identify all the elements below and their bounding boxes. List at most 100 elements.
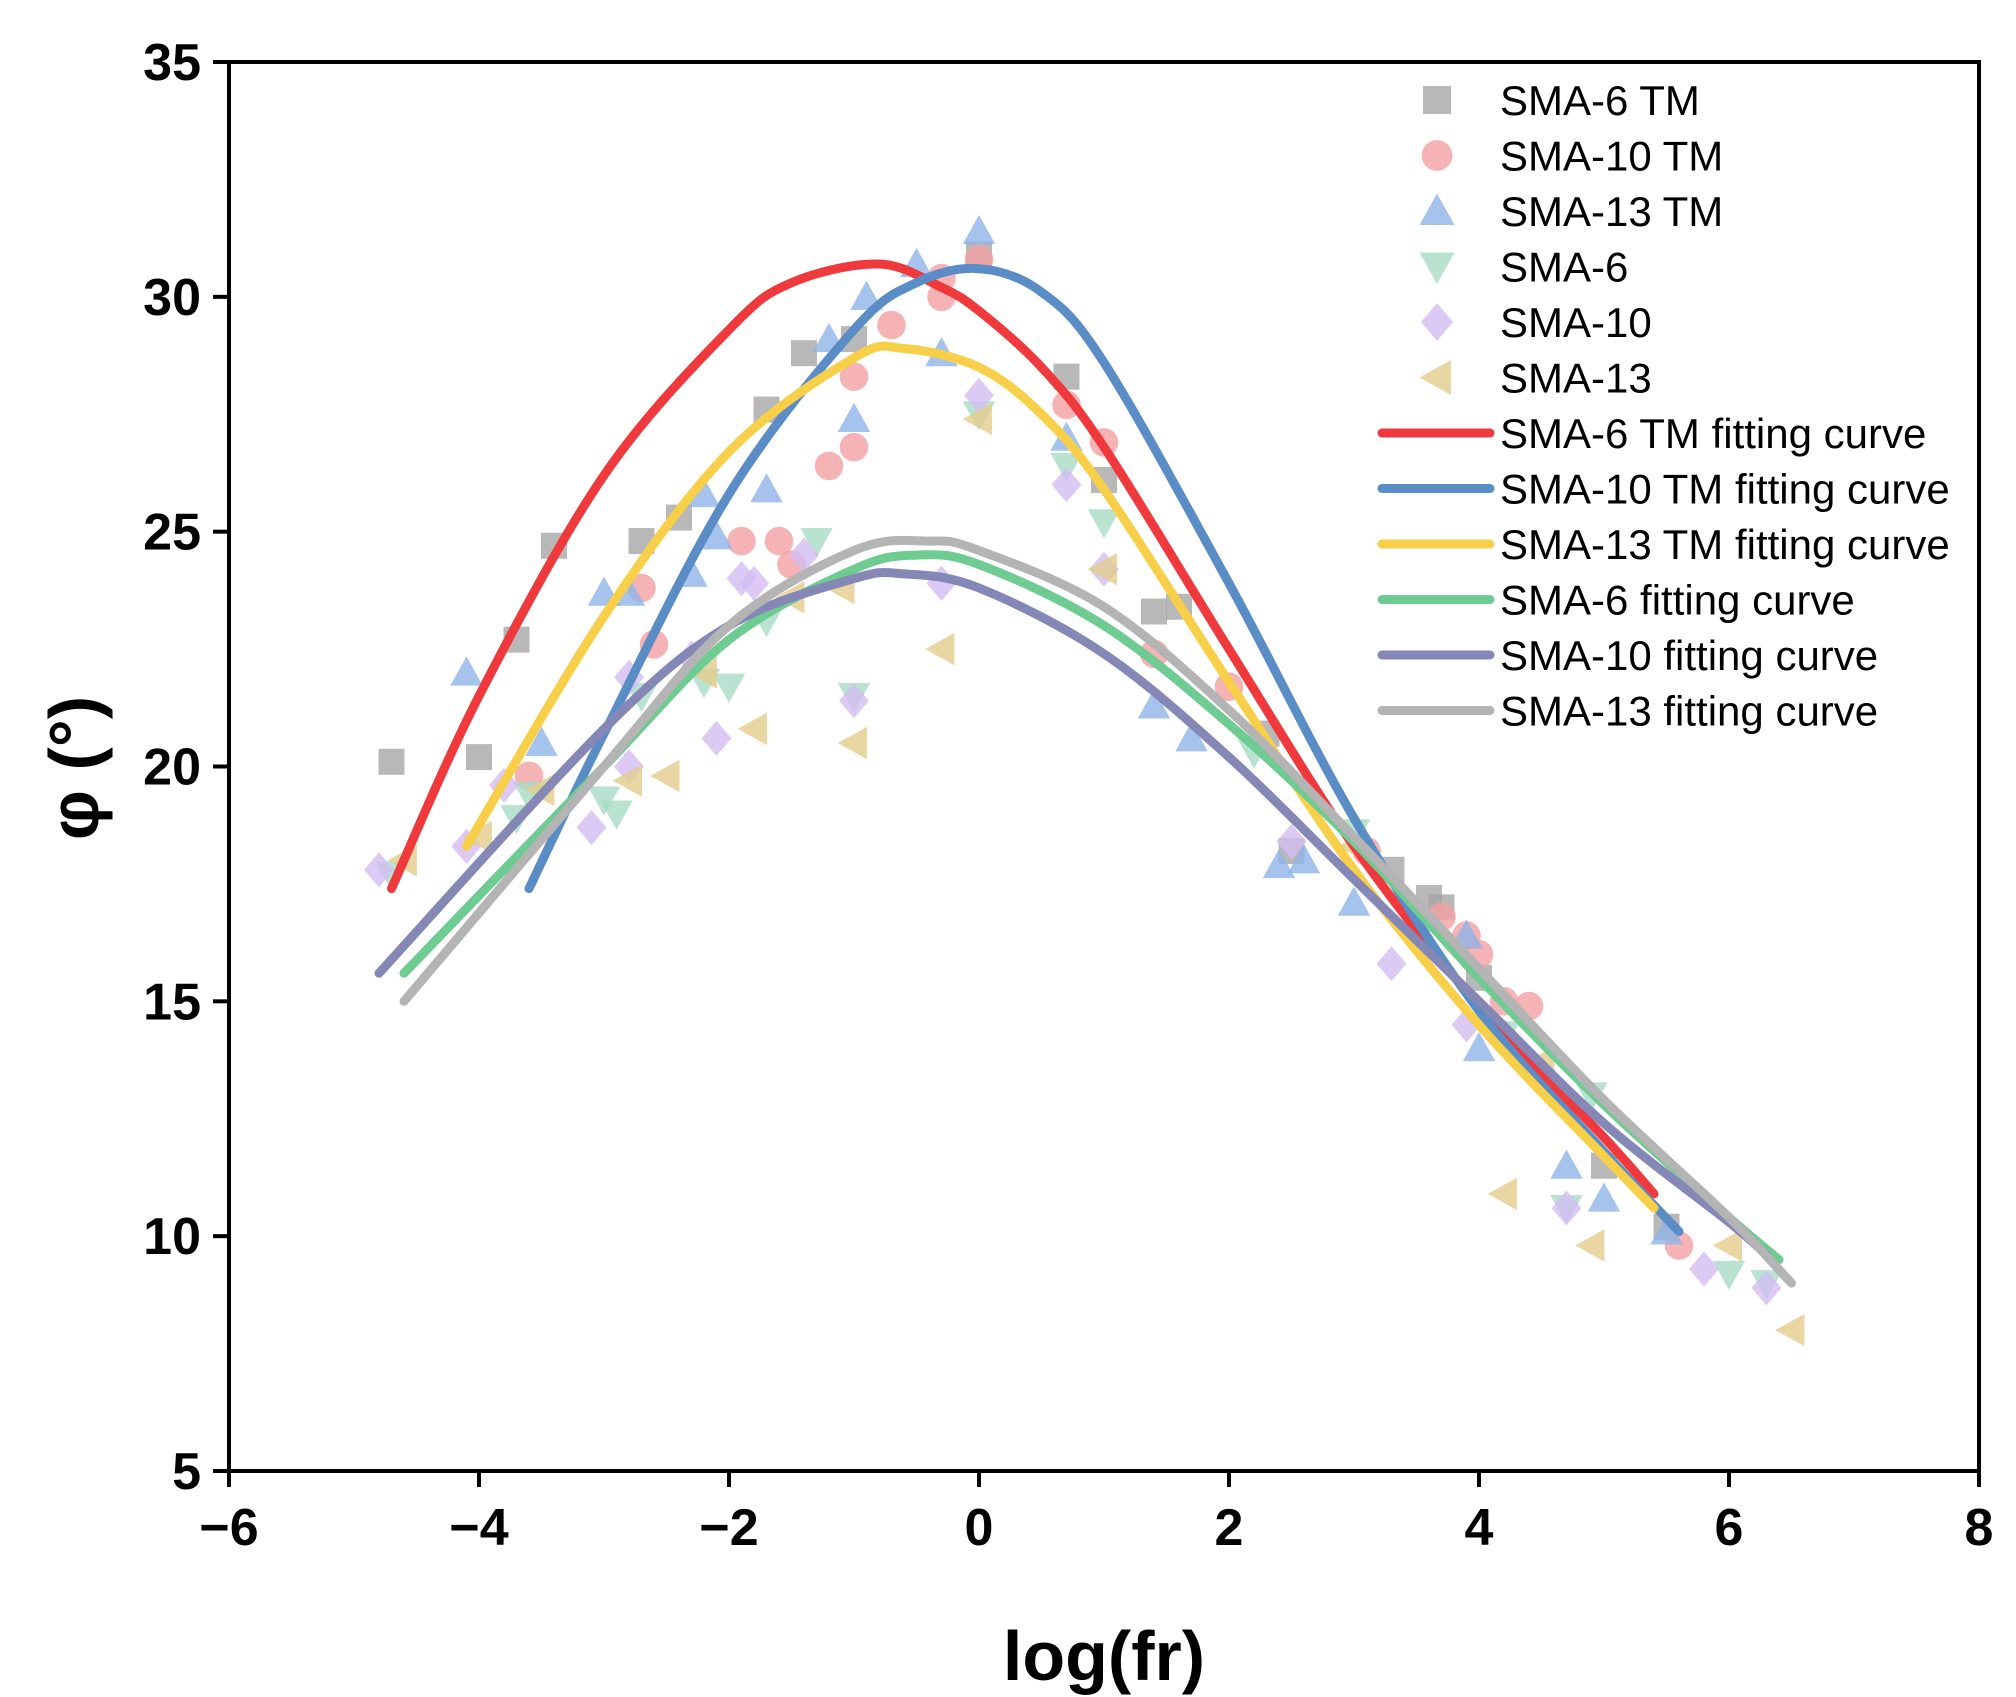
data-point-sma-10 — [1051, 467, 1082, 503]
data-point-sma-6 — [1087, 509, 1121, 539]
data-point-sma-13-tm — [1262, 848, 1296, 879]
legend-label: SMA-6 fitting curve — [1500, 577, 1855, 624]
x-tick-label: 0 — [965, 1499, 994, 1557]
data-point-sma-13 — [1775, 1313, 1805, 1347]
data-point-sma-10 — [839, 683, 869, 719]
legend-label: SMA-13 TM — [1500, 188, 1723, 235]
legend-marker-sma-10 — [1420, 303, 1454, 341]
data-point-sma-13-tm — [700, 520, 733, 550]
data-point-sma-13 — [1575, 1229, 1605, 1262]
legend-label: SMA-6 TM fitting curve — [1500, 410, 1926, 457]
data-point-sma-10 — [701, 720, 732, 756]
x-tick-label: 4 — [1465, 1499, 1494, 1557]
legend-item-sma-6-fitting-curve: SMA-6 fitting curve — [1377, 577, 1855, 624]
y-tick-label: 20 — [143, 739, 201, 797]
sma-10-fitting-curve — [374, 567, 1771, 1260]
legend-label: SMA-10 — [1500, 299, 1652, 346]
data-point-sma-13-tm — [525, 726, 558, 757]
legend-label: SMA-6 — [1500, 244, 1628, 291]
data-point-sma-13 — [962, 402, 992, 436]
data-point-sma-13-tm — [687, 477, 721, 508]
data-point-sma-10 — [739, 565, 769, 601]
legend-item-sma-13-fitting-curve: SMA-13 fitting curve — [1377, 688, 1878, 735]
legend-item-sma-6-tm-fitting-curve: SMA-6 TM fitting curve — [1377, 410, 1926, 457]
data-point-sma-6 — [712, 673, 746, 703]
data-point-sma-6 — [1712, 1260, 1746, 1290]
legend-item-sma-10-tm-fitting-curve: SMA-10 TM fitting curve — [1377, 466, 1950, 513]
data-point-sma-10 — [1551, 1190, 1582, 1226]
data-point-sma-13-tm — [450, 656, 483, 686]
data-point-sma-10 — [576, 810, 607, 846]
sma-10-tm-fitting-curve — [524, 263, 1684, 1236]
axes: −6 −4 −2 0 2 4 6 8 5 10 15 20 25 30 35 — [143, 34, 1993, 1557]
sma-13-fitting-curve — [399, 535, 1796, 1288]
data-point-sma-13 — [1087, 552, 1117, 586]
data-point-sma-6-tm — [378, 748, 405, 775]
data-point-sma-13-tm — [750, 473, 783, 503]
data-point-sma-13-tm — [962, 214, 996, 245]
data-point-sma-13-tm — [1137, 689, 1171, 719]
data-point-sma-10 — [1276, 824, 1307, 860]
legend-item-sma-6: SMA-6 — [1419, 244, 1628, 291]
y-tick-label: 5 — [172, 1443, 201, 1501]
data-point-sma-6-tm — [466, 744, 492, 771]
legend-item-sma-13-tm: SMA-13 TM — [1419, 188, 1723, 235]
data-point-sma-10 — [364, 852, 394, 888]
y-tick-label: 35 — [143, 34, 201, 92]
data-point-sma-10 — [789, 537, 819, 573]
data-point-sma-13-tm — [1462, 1032, 1496, 1062]
data-point-sma-13 — [462, 820, 492, 854]
legend-item-sma-13: SMA-13 — [1419, 355, 1652, 402]
data-point-sma-10-tm — [764, 526, 794, 556]
data-point-sma-13 — [1712, 1229, 1742, 1262]
data-point-sma-10-tm — [877, 310, 906, 340]
data-point-sma-10-tm — [839, 362, 869, 391]
data-point-sma-10 — [1376, 946, 1407, 982]
legend-label: SMA-13 — [1500, 355, 1652, 402]
data-point-sma-13 — [687, 656, 717, 689]
legend-item-sma-10-fitting-curve: SMA-10 fitting curve — [1377, 632, 1878, 679]
y-axis-title: φ (°) — [35, 696, 113, 840]
sma-6-tm-fitting-curve — [387, 259, 1659, 1199]
legend-marker-sma-13-tm — [1419, 193, 1455, 225]
data-point-sma-13 — [737, 712, 767, 746]
data-point-sma-10 — [1689, 1251, 1719, 1287]
data-point-sma-10-tm — [814, 451, 844, 481]
data-point-sma-13 — [925, 632, 955, 666]
legend-label: SMA-10 fitting curve — [1500, 632, 1878, 679]
y-tick-label: 10 — [143, 1208, 201, 1266]
legend-marker-sma-13 — [1419, 360, 1451, 395]
data-point-sma-13-tm — [1650, 1215, 1683, 1245]
legend-item-sma-10: SMA-10 — [1420, 299, 1652, 346]
data-point-sma-13 — [1487, 1177, 1517, 1211]
data-point-sma-13 — [612, 764, 642, 797]
data-point-sma-13-tm — [1587, 1182, 1621, 1212]
legend-marker-sma-6 — [1419, 252, 1455, 284]
data-point-sma-10-tm — [727, 526, 756, 556]
data-point-sma-6 — [800, 528, 833, 558]
data-point-sma-10 — [1751, 1270, 1782, 1306]
data-point-sma-10 — [964, 377, 994, 414]
x-tick-label: −2 — [699, 1499, 758, 1557]
legend-label: SMA-6 TM — [1500, 77, 1700, 124]
x-axis-title: log(fr) — [1003, 1617, 1205, 1695]
legend-label: SMA-13 fitting curve — [1500, 688, 1878, 735]
data-point-sma-10-tm — [839, 432, 869, 462]
data-point-sma-6-tm — [791, 340, 817, 367]
x-tick-label: 2 — [1215, 1499, 1244, 1557]
x-tick-label: −4 — [449, 1499, 508, 1557]
y-tick-label: 25 — [143, 504, 201, 562]
legend-marker-sma-6-tm — [1423, 86, 1451, 114]
legend-item-sma-10-tm: SMA-10 TM — [1421, 133, 1723, 180]
legend-marker-sma-10-tm — [1421, 140, 1453, 171]
data-point-sma-6 — [600, 800, 633, 830]
data-point-sma-13 — [837, 726, 867, 760]
sma-13-tm-fitting-curve — [462, 341, 1659, 1213]
legend-item-sma-6-tm: SMA-6 TM — [1423, 77, 1700, 124]
fitting-curves-layer — [374, 259, 1796, 1288]
x-tick-label: −6 — [199, 1499, 258, 1557]
legend-label: SMA-13 TM fitting curve — [1500, 521, 1950, 568]
legend-label: SMA-10 TM fitting curve — [1500, 466, 1950, 513]
data-point-sma-13-tm — [1550, 1149, 1583, 1179]
